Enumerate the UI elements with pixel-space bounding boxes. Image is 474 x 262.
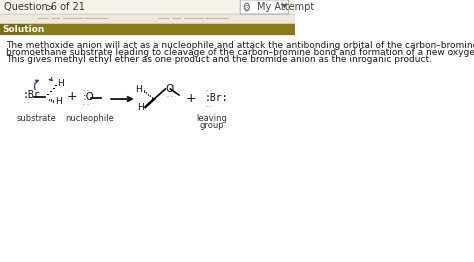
Bar: [0, 24, 28, 34]
Text: leaving: leaving: [196, 114, 227, 123]
Text: H: H: [57, 79, 64, 89]
FancyArrowPatch shape: [35, 80, 38, 89]
Text: H: H: [55, 97, 62, 106]
Text: · ·: · ·: [83, 101, 89, 106]
Text: >: >: [46, 2, 54, 12]
Bar: [0, 14, 295, 24]
Text: substrate: substrate: [16, 114, 56, 123]
Text: The methoxide anion will act as a nucleophile and attack the antibonding orbital: The methoxide anion will act as a nucleo…: [6, 41, 474, 50]
Text: H: H: [137, 103, 144, 112]
Text: Solution: Solution: [2, 25, 45, 34]
Bar: [0, 0, 295, 14]
Text: Question 6 of 21: Question 6 of 21: [4, 2, 84, 12]
Text: group: group: [199, 121, 224, 130]
Text: +: +: [66, 90, 77, 103]
Text: This gives methyl ethyl ether as one product and the bromide anion as the inroga: This gives methyl ethyl ether as one pro…: [6, 55, 432, 64]
Text: ━━━━  ━━━  ━━━━━━━ ━━━━━━━━: ━━━━ ━━━ ━━━━━━━ ━━━━━━━━: [158, 17, 229, 21]
Text: · ·: · ·: [83, 88, 89, 92]
Text: · ·: · ·: [24, 101, 30, 106]
Text: :Br:: :Br:: [205, 93, 228, 103]
Text: My Attempt: My Attempt: [257, 2, 315, 12]
Text: bromoethane substrate leading to cleavage of the carbon–bromine bond and formati: bromoethane substrate leading to cleavag…: [6, 48, 474, 57]
Text: +: +: [186, 92, 197, 106]
Text: H: H: [136, 85, 142, 95]
FancyBboxPatch shape: [240, 0, 289, 14]
Text: · ·: · ·: [206, 103, 212, 108]
Bar: [0, 34, 295, 262]
Bar: [0, 24, 295, 34]
Text: nucleophile: nucleophile: [66, 114, 115, 123]
Text: · ·: · ·: [166, 94, 173, 99]
FancyArrowPatch shape: [49, 78, 52, 81]
Text: ·: ·: [171, 84, 173, 89]
Text: · ·: · ·: [206, 88, 212, 92]
Text: O: O: [165, 84, 173, 94]
Text: :O: :O: [82, 92, 94, 102]
Text: ━━━━  ━━━  ━━━━━━━ ━━━━━━━━: ━━━━ ━━━ ━━━━━━━ ━━━━━━━━: [37, 17, 108, 21]
Text: ⊙: ⊙: [244, 3, 250, 12]
Text: ▼: ▼: [282, 4, 286, 9]
Text: ·: ·: [173, 84, 174, 89]
Circle shape: [244, 3, 249, 11]
Text: :Br: :Br: [23, 90, 41, 100]
